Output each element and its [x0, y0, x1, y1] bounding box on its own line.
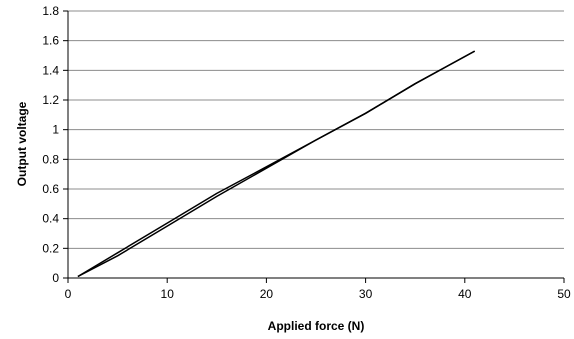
- y-tick-label: 1.4: [42, 63, 59, 77]
- y-tick-label: 1.8: [42, 4, 59, 18]
- y-axis-title: Output voltage: [15, 101, 29, 186]
- y-tick-label: 1.6: [42, 34, 59, 48]
- axes: [67, 11, 564, 279]
- data-series: [77, 50, 476, 278]
- x-tick-label: 30: [359, 287, 373, 301]
- x-tick-label: 20: [260, 287, 274, 301]
- x-tick-label: 10: [161, 287, 175, 301]
- y-tick-label: 0.2: [42, 241, 59, 255]
- x-axis-title: Applied force (N): [268, 319, 365, 333]
- x-tick-labels: 0 10 20 30 40 50: [65, 278, 571, 301]
- y-tick-label: 1: [52, 123, 59, 137]
- y-tick-label: 0.6: [42, 182, 59, 196]
- y-tick-label: 1.2: [42, 93, 59, 107]
- x-tick-label: 0: [65, 287, 72, 301]
- x-tick-label: 50: [557, 287, 571, 301]
- x-tick-label: 40: [458, 287, 472, 301]
- y-tick-label: 0.4: [42, 212, 59, 226]
- gridlines: [68, 10, 564, 249]
- series-line-2: [77, 50, 476, 278]
- y-tick-label: 0: [52, 271, 59, 285]
- y-tick-labels: 0 0.2 0.4 0.6 0.8 1 1.2 1.4 1.6 1.8: [42, 4, 68, 285]
- y-tick-label: 0.8: [42, 152, 59, 166]
